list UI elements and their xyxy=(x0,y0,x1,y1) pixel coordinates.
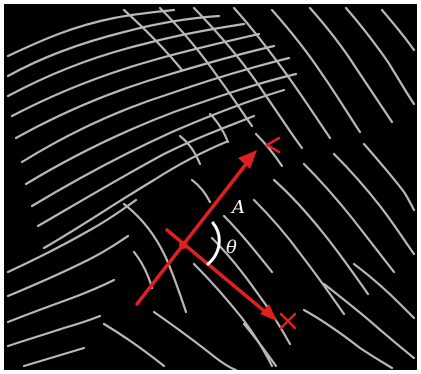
ridge-line xyxy=(232,6,332,140)
ridge-line xyxy=(352,262,416,320)
ridge-line xyxy=(6,314,102,348)
ridge-lines xyxy=(6,6,416,370)
direction-arrow-up-head xyxy=(238,150,257,169)
ridge-line xyxy=(122,202,188,314)
ridge-line xyxy=(332,152,416,256)
ridge-line xyxy=(102,322,166,368)
direction-arrow-down-head xyxy=(260,304,277,321)
label-theta: θ xyxy=(226,237,237,258)
ridge-line xyxy=(36,114,256,228)
ridge-line xyxy=(252,198,346,316)
ridge-line xyxy=(192,6,304,150)
ridge-line xyxy=(254,132,284,168)
endpoint-marker-top xyxy=(265,136,281,154)
ridge-line xyxy=(6,8,176,58)
ridge-line xyxy=(14,44,276,140)
ridge-line xyxy=(178,134,202,166)
ridge-line xyxy=(308,6,394,124)
endpoint-marker-bottom xyxy=(279,312,297,330)
fingerprint-panel: A θ xyxy=(4,4,417,370)
ridge-line xyxy=(152,310,238,370)
ridge-line xyxy=(20,56,291,164)
annotation-overlay: A θ xyxy=(135,136,297,330)
ridge-line xyxy=(122,8,184,72)
ridge-line xyxy=(380,8,416,52)
ridge-line xyxy=(6,278,116,324)
ridge-line xyxy=(272,178,370,296)
fingerprint-svg: A θ xyxy=(4,4,417,370)
ridge-line xyxy=(242,322,278,368)
ridge-line xyxy=(222,214,274,274)
angle-arc xyxy=(206,221,221,266)
ridge-line xyxy=(30,88,286,208)
ridge-line xyxy=(208,112,230,144)
label-a: A xyxy=(230,197,245,218)
ridge-line xyxy=(344,6,416,106)
ridge-line xyxy=(270,8,362,134)
ridge-line xyxy=(6,198,138,274)
ridge-line xyxy=(6,22,246,98)
ridge-line xyxy=(6,14,221,78)
ridge-line xyxy=(22,346,86,368)
minutia-point xyxy=(179,241,187,249)
ridge-line xyxy=(322,282,416,360)
ridge-line xyxy=(24,72,298,186)
ridge-line xyxy=(158,6,254,128)
ridge-line xyxy=(302,162,396,274)
ridge-line xyxy=(302,308,394,370)
ridge-line xyxy=(6,234,130,298)
ridge-line xyxy=(362,142,416,212)
ridge-line xyxy=(190,178,212,204)
direction-arrow-up-line xyxy=(135,157,252,306)
ridge-line xyxy=(42,140,228,250)
